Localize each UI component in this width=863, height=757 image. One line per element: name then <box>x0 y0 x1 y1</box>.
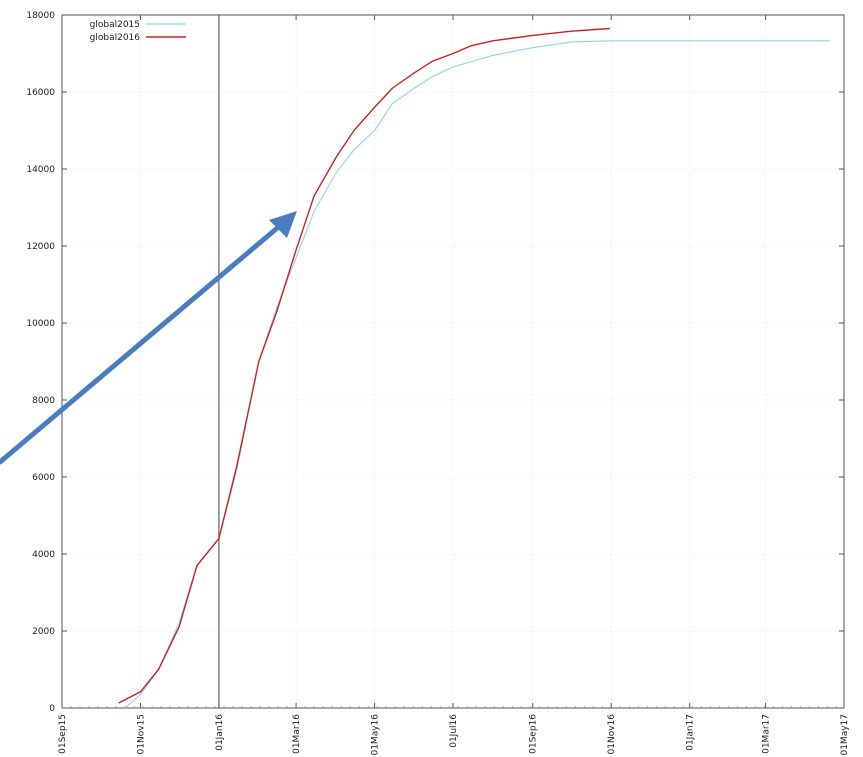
x-tick-label: 01Jan17 <box>686 714 696 751</box>
y-tick-label: 0 <box>49 704 55 714</box>
y-tick-label: 14000 <box>26 165 55 175</box>
x-tick-label: 01Mar16 <box>292 714 302 754</box>
y-tick-label: 8000 <box>32 396 55 406</box>
x-axis: 01Sep15 01Nov15 01Jan16 01Mar16 01May16 01Jul… <box>58 15 850 756</box>
x-tick-label: 01Mar17 <box>762 714 772 754</box>
series-line-global2016 <box>118 27 610 704</box>
y-tick-label: 10000 <box>26 319 55 329</box>
x-tick-label: 01Nov16 <box>607 714 617 755</box>
x-tick-label: 01Sep15 <box>58 714 68 754</box>
y-tick-label: 12000 <box>26 242 55 252</box>
y-tick-label: 18000 <box>26 11 55 21</box>
y-tick-label: 2000 <box>32 627 55 637</box>
x-tick-label: 01May16 <box>371 714 381 756</box>
series-lines <box>118 27 830 709</box>
y-tick-label: 6000 <box>32 473 55 483</box>
plot-area <box>61 14 845 709</box>
y-tick-label: 4000 <box>32 550 55 560</box>
annotation-arrow <box>0 211 297 465</box>
legend-label-global2015: global2015 <box>90 20 140 30</box>
x-tick-label: 01Jan16 <box>215 714 225 751</box>
legend: global2015 global2016 <box>90 20 186 43</box>
x-tick-label: 01Sep16 <box>529 714 539 754</box>
x-tick-label: 01Jul16 <box>449 714 459 748</box>
legend-label-global2016: global2016 <box>90 33 141 43</box>
x-tick-label: 01Nov15 <box>136 714 146 754</box>
y-tick-label: 16000 <box>26 88 55 98</box>
arrow-head <box>269 211 297 238</box>
arrow-shaft <box>0 221 285 465</box>
y-axis: 0 2000 4000 6000 8000 10000 12000 14000 16000 180… <box>26 11 844 714</box>
x-tick-label: 01May17 <box>840 714 850 756</box>
